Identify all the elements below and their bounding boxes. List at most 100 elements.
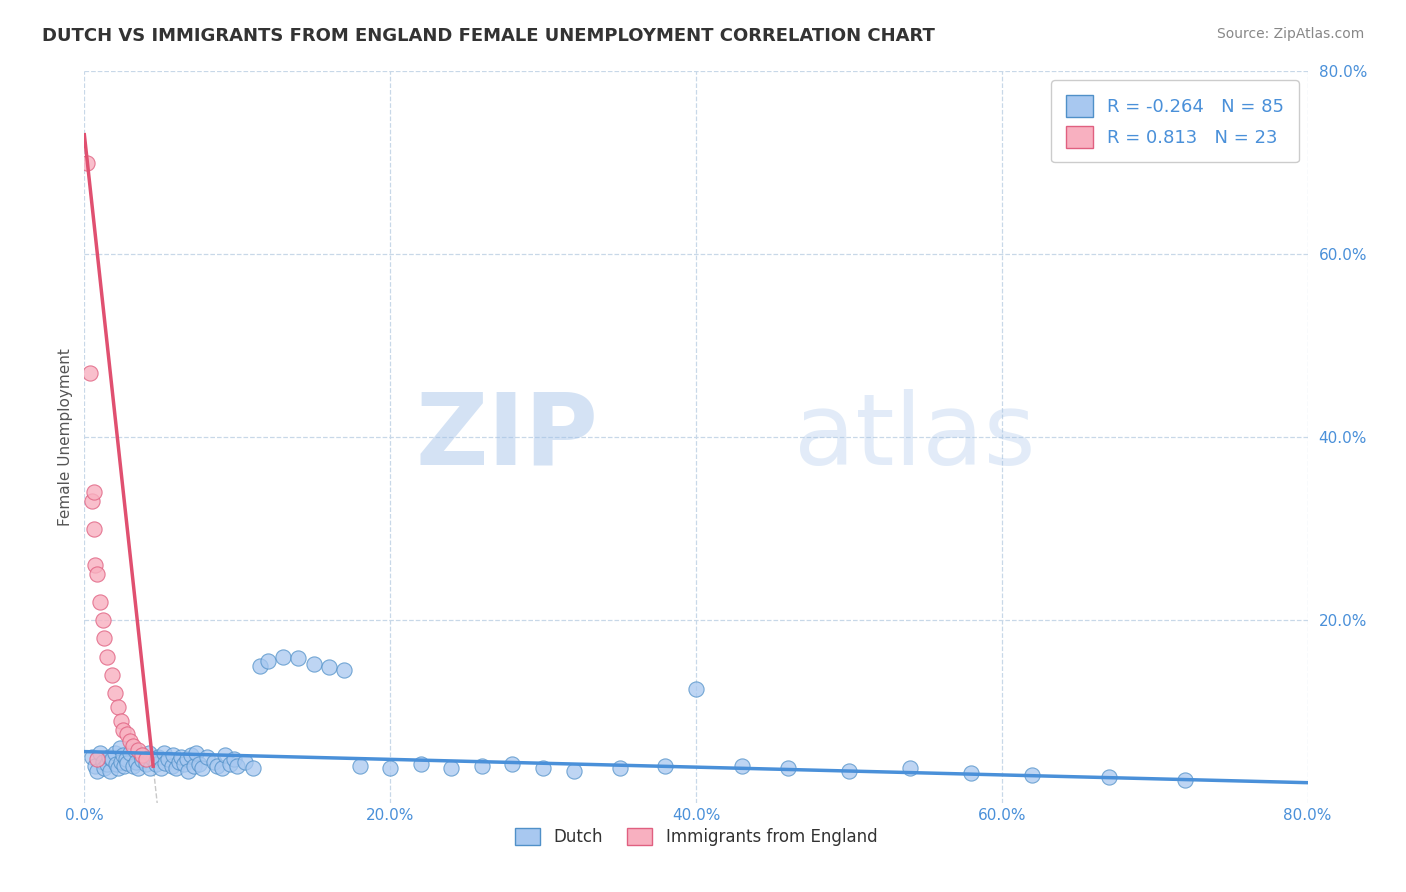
Point [170, 750, 193, 764]
Point [471, 759, 494, 773]
Point [112, 759, 135, 773]
Point [104, 686, 127, 700]
Point [101, 667, 124, 681]
Point [104, 746, 127, 760]
Point [111, 748, 134, 763]
Text: Source: ZipAtlas.com: Source: ZipAtlas.com [1216, 27, 1364, 41]
Point [101, 752, 124, 766]
Point [93, 632, 115, 646]
Point [242, 761, 264, 775]
Point [79, 366, 101, 380]
Point [380, 761, 402, 775]
Point [562, 764, 585, 778]
Point [138, 746, 160, 760]
Point [135, 757, 157, 772]
Point [96, 649, 118, 664]
Point [86, 764, 108, 778]
Point [183, 759, 205, 773]
Point [115, 756, 138, 771]
Point [333, 663, 356, 677]
Point [122, 739, 145, 753]
Point [960, 765, 983, 780]
Point [180, 748, 202, 763]
Point [93, 761, 115, 775]
Point [257, 654, 280, 668]
Point [145, 757, 167, 772]
Point [898, 761, 921, 775]
Text: atlas: atlas [794, 389, 1035, 485]
Point [167, 755, 190, 769]
Point [89, 746, 111, 760]
Point [271, 649, 294, 664]
Point [609, 761, 631, 775]
Point [91, 755, 114, 769]
Point [115, 727, 138, 741]
Point [1021, 768, 1043, 782]
Point [86, 567, 108, 582]
Point [80, 494, 103, 508]
Point [249, 658, 271, 673]
Point [108, 740, 131, 755]
Point [233, 755, 256, 769]
Point [162, 748, 184, 763]
Point [685, 681, 707, 696]
Point [176, 752, 198, 766]
Point [120, 733, 142, 747]
Point [440, 761, 463, 775]
Point [111, 723, 134, 737]
Point [131, 753, 153, 767]
Text: ZIP: ZIP [415, 389, 598, 485]
Point [224, 752, 246, 766]
Point [349, 759, 371, 773]
Point [531, 761, 554, 775]
Point [135, 752, 157, 766]
Point [838, 764, 860, 778]
Point [160, 759, 183, 773]
Text: DUTCH VS IMMIGRANTS FROM ENGLAND FEMALE UNEMPLOYMENT CORRELATION CHART: DUTCH VS IMMIGRANTS FROM ENGLAND FEMALE … [42, 27, 935, 45]
Point [155, 756, 177, 771]
Point [1098, 770, 1121, 784]
Point [195, 750, 218, 764]
Point [188, 757, 211, 772]
Point [80, 750, 103, 764]
Point [1174, 772, 1197, 787]
Point [84, 759, 107, 773]
Point [91, 613, 114, 627]
Point [146, 750, 169, 764]
Point [131, 748, 153, 763]
Point [211, 761, 233, 775]
Point [107, 699, 129, 714]
Legend: Dutch, Immigrants from England: Dutch, Immigrants from England [508, 822, 884, 853]
Point [98, 764, 121, 778]
Point [129, 748, 152, 763]
Point [214, 748, 236, 763]
Point [125, 755, 148, 769]
Point [105, 757, 128, 772]
Point [502, 757, 524, 772]
Point [120, 746, 142, 760]
Point [86, 752, 108, 766]
Point [127, 743, 149, 757]
Point [107, 761, 129, 775]
Point [318, 660, 340, 674]
Point [184, 746, 207, 760]
Point [97, 750, 120, 764]
Point [142, 752, 165, 766]
Point [191, 761, 214, 775]
Point [84, 558, 107, 573]
Point [110, 714, 132, 728]
Point [76, 156, 98, 170]
Point [409, 757, 432, 772]
Point [157, 752, 180, 766]
Point [177, 764, 200, 778]
Point [776, 761, 799, 775]
Point [207, 759, 229, 773]
Y-axis label: Female Unemployment: Female Unemployment [58, 348, 73, 526]
Point [89, 594, 111, 608]
Point [127, 761, 149, 775]
Point [165, 761, 187, 775]
Point [122, 759, 145, 773]
Point [83, 521, 105, 535]
Point [96, 757, 118, 772]
Point [139, 761, 162, 775]
